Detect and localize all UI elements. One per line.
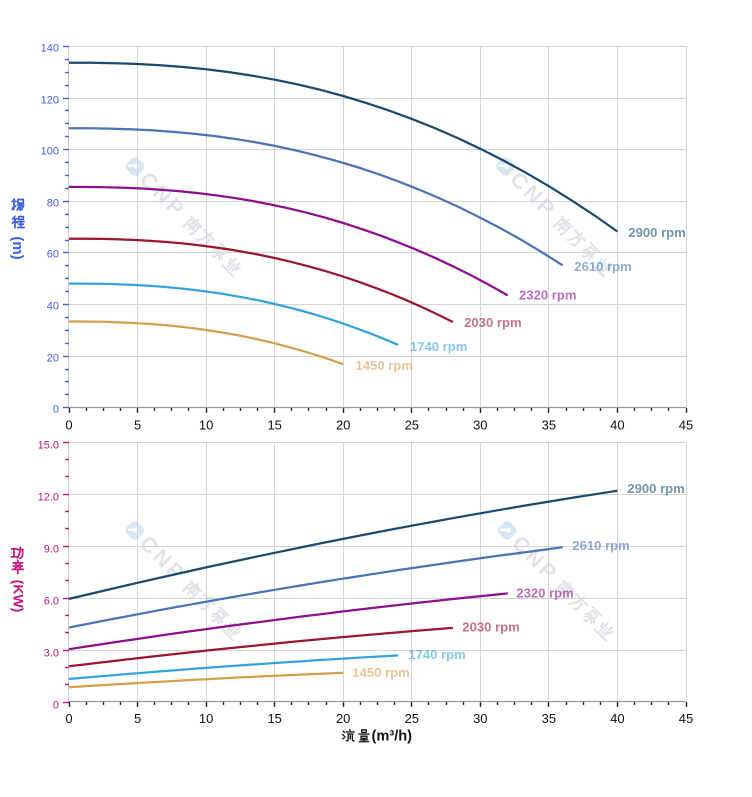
svg-text:10: 10 xyxy=(199,711,213,726)
svg-text:120: 120 xyxy=(41,94,59,106)
svg-text:25: 25 xyxy=(405,417,419,432)
svg-text:2900 rpm: 2900 rpm xyxy=(627,481,685,496)
svg-text:80: 80 xyxy=(47,197,59,209)
svg-text:(m³/h): (m³/h) xyxy=(372,728,413,744)
svg-text:45: 45 xyxy=(679,711,693,726)
svg-text:2030 rpm: 2030 rpm xyxy=(462,620,520,635)
svg-text:40: 40 xyxy=(610,417,624,432)
svg-text:0: 0 xyxy=(65,711,72,726)
svg-text:15: 15 xyxy=(267,417,281,432)
svg-text:5: 5 xyxy=(134,711,141,726)
svg-text:35: 35 xyxy=(542,417,556,432)
svg-text:(KW): (KW) xyxy=(11,580,27,613)
svg-text:35: 35 xyxy=(542,711,556,726)
svg-text:25: 25 xyxy=(405,711,419,726)
svg-text:1450 rpm: 1450 rpm xyxy=(356,358,414,373)
svg-text:(m): (m) xyxy=(9,236,26,259)
svg-text:12.0: 12.0 xyxy=(38,491,59,503)
svg-text:2320 rpm: 2320 rpm xyxy=(519,288,577,303)
svg-text:3.0: 3.0 xyxy=(44,647,59,659)
svg-text:0: 0 xyxy=(53,699,59,711)
svg-text:0: 0 xyxy=(65,417,72,432)
svg-text:2610 rpm: 2610 rpm xyxy=(574,259,632,274)
svg-text:1740 rpm: 1740 rpm xyxy=(408,647,466,662)
svg-text:20: 20 xyxy=(47,352,59,364)
svg-text:5: 5 xyxy=(134,417,141,432)
svg-text:20: 20 xyxy=(336,417,350,432)
svg-text:2900 rpm: 2900 rpm xyxy=(628,225,686,240)
svg-text:140: 140 xyxy=(41,42,59,54)
svg-text:1450 rpm: 1450 rpm xyxy=(352,665,410,680)
svg-text:6.0: 6.0 xyxy=(44,595,59,607)
svg-text:10: 10 xyxy=(199,417,213,432)
svg-text:15.0: 15.0 xyxy=(38,439,59,451)
svg-text:100: 100 xyxy=(41,145,59,157)
svg-text:60: 60 xyxy=(47,248,59,260)
svg-text:15: 15 xyxy=(267,711,281,726)
svg-text:1740 rpm: 1740 rpm xyxy=(410,339,468,354)
svg-text:45: 45 xyxy=(679,417,693,432)
svg-text:0: 0 xyxy=(53,403,59,415)
svg-text:20: 20 xyxy=(336,711,350,726)
svg-text:40: 40 xyxy=(47,300,59,312)
svg-text:40: 40 xyxy=(610,711,624,726)
svg-text:2320 rpm: 2320 rpm xyxy=(516,586,574,601)
svg-text:9.0: 9.0 xyxy=(44,543,59,555)
svg-text:30: 30 xyxy=(473,417,487,432)
svg-text:30: 30 xyxy=(473,711,487,726)
svg-text:2610 rpm: 2610 rpm xyxy=(572,538,630,553)
svg-text:2030 rpm: 2030 rpm xyxy=(464,315,522,330)
